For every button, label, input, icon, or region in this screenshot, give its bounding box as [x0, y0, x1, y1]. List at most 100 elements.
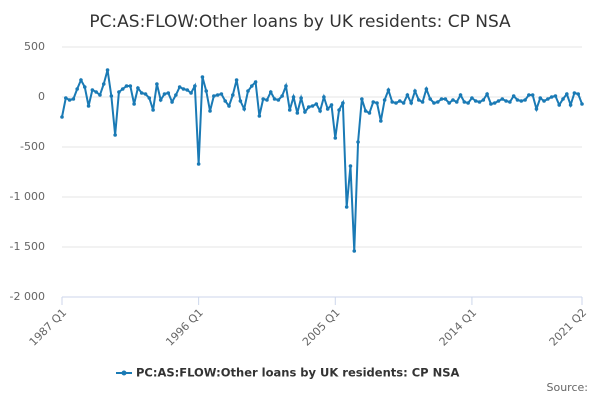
- data-point: [568, 103, 573, 107]
- data-point: [193, 84, 197, 88]
- data-point: [322, 95, 326, 99]
- data-point: [462, 100, 467, 104]
- data-point: [496, 99, 501, 103]
- data-point: [86, 104, 91, 108]
- data-point: [337, 108, 341, 112]
- data-point: [227, 104, 231, 108]
- data-point: [367, 111, 372, 115]
- data-point: [196, 162, 201, 166]
- data-point: [473, 99, 478, 103]
- data-point: [204, 89, 209, 93]
- source: Source:: [547, 381, 589, 394]
- data-point: [94, 90, 98, 94]
- data-point: [132, 102, 136, 106]
- data-point: [189, 91, 193, 95]
- data-point: [398, 99, 402, 103]
- data-point: [325, 107, 330, 111]
- data-point: [287, 108, 292, 112]
- data-point: [371, 100, 376, 104]
- data-point: [310, 104, 315, 108]
- data-point: [382, 98, 387, 102]
- x-tick-label: 2014 Q1: [437, 306, 480, 349]
- data-point: [249, 84, 254, 88]
- data-point: [90, 88, 95, 92]
- data-point: [136, 86, 140, 90]
- data-point: [515, 98, 520, 102]
- data-point: [523, 98, 527, 102]
- data-point: [413, 89, 417, 93]
- data-point: [432, 101, 436, 105]
- data-point: [299, 96, 303, 100]
- data-point: [549, 95, 554, 99]
- data-point: [489, 102, 493, 106]
- data-point: [572, 91, 577, 95]
- data-point: [576, 92, 581, 96]
- data-point: [356, 140, 360, 144]
- data-point: [386, 88, 391, 92]
- data-point: [360, 97, 364, 101]
- data-point: [166, 91, 171, 95]
- data-point: [101, 82, 106, 86]
- data-point: [261, 97, 265, 101]
- data-point: [394, 101, 398, 105]
- data-point: [242, 107, 246, 111]
- data-point: [231, 93, 235, 97]
- data-point: [257, 114, 262, 118]
- y-tick-label: -500: [20, 140, 45, 153]
- data-point: [439, 97, 444, 101]
- legend-label: PC:AS:FLOW:Other loans by UK residents: …: [136, 366, 459, 380]
- data-point: [542, 99, 546, 103]
- data-point: [390, 100, 395, 104]
- data-point: [527, 93, 531, 97]
- data-point: [291, 95, 296, 99]
- data-point: [143, 92, 148, 96]
- data-point: [477, 100, 482, 104]
- data-point: [105, 68, 110, 72]
- data-point: [158, 98, 163, 102]
- data-point: [181, 87, 186, 91]
- data-point: [318, 109, 322, 113]
- data-point: [447, 101, 451, 105]
- data-point: [424, 87, 429, 91]
- y-tick-label: -1 000: [10, 190, 45, 203]
- data-point: [375, 101, 379, 105]
- data-point: [215, 93, 220, 97]
- data-point: [580, 102, 584, 106]
- data-point: [344, 205, 349, 209]
- x-tick-label: 2005 Q1: [300, 306, 343, 349]
- data-point: [546, 97, 550, 101]
- data-point: [170, 100, 174, 104]
- x-tick-label: 1987 Q1: [27, 306, 70, 349]
- data-point: [435, 100, 440, 104]
- data-point: [109, 94, 114, 98]
- data-point: [348, 164, 353, 168]
- data-point: [265, 98, 269, 102]
- y-tick-label: 500: [24, 40, 45, 53]
- data-point: [538, 96, 543, 100]
- data-point: [314, 102, 319, 106]
- data-point: [185, 88, 190, 92]
- data-point: [420, 100, 425, 104]
- y-tick-label: -1 500: [10, 240, 45, 253]
- data-point: [139, 91, 144, 95]
- x-tick-label: 2021 Q2: [547, 306, 590, 349]
- data-point: [504, 99, 508, 103]
- data-point: [443, 97, 448, 101]
- data-point: [71, 97, 76, 101]
- data-point: [341, 101, 345, 105]
- data-point: [485, 92, 489, 96]
- data-point: [409, 101, 413, 105]
- data-point: [451, 98, 455, 102]
- data-point: [174, 93, 178, 97]
- data-point: [379, 119, 383, 123]
- data-point: [272, 97, 277, 101]
- data-point: [177, 85, 182, 89]
- data-point: [534, 107, 539, 111]
- data-point: [276, 98, 281, 102]
- data-point: [553, 94, 558, 98]
- data-point: [511, 94, 516, 98]
- data-point: [329, 103, 334, 107]
- chart-title: PC:AS:FLOW:Other loans by UK residents: …: [89, 12, 511, 32]
- data-point: [416, 98, 421, 102]
- data-point: [561, 97, 565, 101]
